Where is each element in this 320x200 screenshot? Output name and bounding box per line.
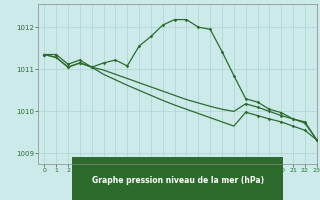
X-axis label: Graphe pression niveau de la mer (hPa): Graphe pression niveau de la mer (hPa)	[92, 176, 264, 185]
